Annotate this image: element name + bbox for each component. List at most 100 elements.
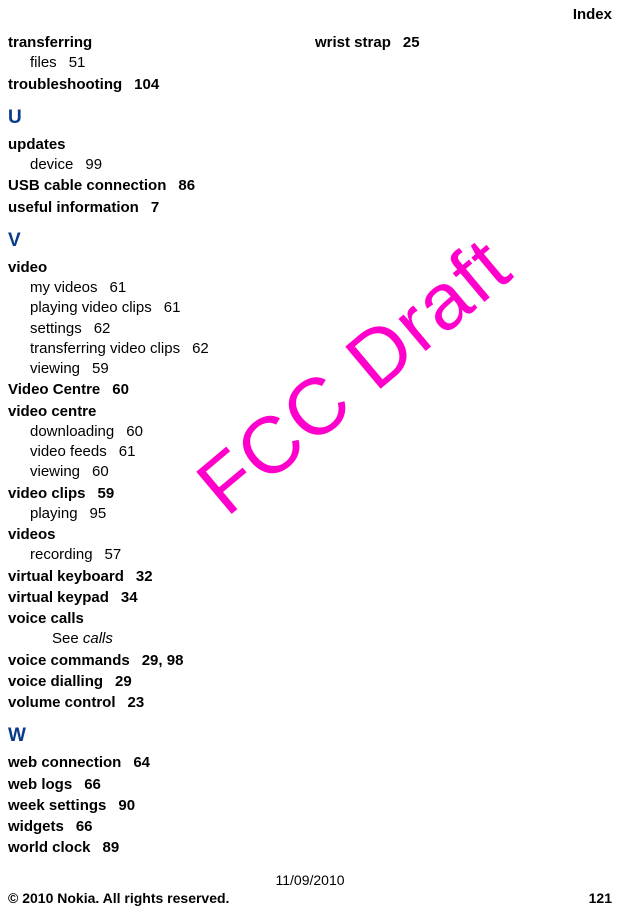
entry-label: world clock xyxy=(8,839,91,856)
see-ref: calls xyxy=(83,630,113,647)
sub-label: downloading xyxy=(30,423,114,440)
entry-label: week settings xyxy=(8,797,106,814)
entry-troubleshooting: troubleshooting 104 xyxy=(8,75,305,95)
page-ref: 90 xyxy=(118,797,135,814)
page-ref: 86 xyxy=(178,177,195,194)
sub-label: recording xyxy=(30,546,93,563)
page-ref: 89 xyxy=(103,839,120,856)
page-ref: 66 xyxy=(76,818,93,835)
entry-updates: updates xyxy=(8,135,305,155)
entry-label: USB cable connection xyxy=(8,177,166,194)
sub-label: viewing xyxy=(30,463,80,480)
entry-world-clock: world clock 89 xyxy=(8,838,305,858)
entry-label: virtual keyboard xyxy=(8,568,124,585)
page-ref: 62 xyxy=(192,340,209,357)
entry-updates-device: device 99 xyxy=(8,155,305,175)
section-letter-w: W xyxy=(8,725,305,747)
page-ref: 29 xyxy=(115,673,132,690)
sub-label: device xyxy=(30,156,73,173)
page-ref: 51 xyxy=(69,54,86,71)
entry-video-transferring: transferring video clips 62 xyxy=(8,339,305,359)
footer-page-number: 121 xyxy=(589,890,612,906)
entry-week-settings: week settings 90 xyxy=(8,796,305,816)
page-ref: 59 xyxy=(98,485,115,502)
footer-row: © 2010 Nokia. All rights reserved. 121 xyxy=(8,890,612,906)
entry-web-connection: web connection 64 xyxy=(8,753,305,773)
entry-video-playing: playing video clips 61 xyxy=(8,298,305,318)
entry-video-clips: video clips 59 xyxy=(8,484,305,504)
sub-label: viewing xyxy=(30,360,80,377)
sub-label: settings xyxy=(30,320,82,337)
page-ref: 23 xyxy=(128,694,145,711)
sub-label: video feeds xyxy=(30,443,107,460)
page-ref: 60 xyxy=(126,423,143,440)
header-section-label: Index xyxy=(573,6,612,23)
page-ref: 59 xyxy=(92,360,109,377)
entry-vclips-playing: playing 95 xyxy=(8,504,305,524)
entry-label: useful information xyxy=(8,199,139,216)
entry-usb: USB cable connection 86 xyxy=(8,176,305,196)
footer-copyright: © 2010 Nokia. All rights reserved. xyxy=(8,890,229,906)
page-ref: 61 xyxy=(119,443,136,460)
page-ref: 95 xyxy=(90,505,107,522)
page-ref: 66 xyxy=(84,776,101,793)
sub-label: my videos xyxy=(30,279,98,296)
entry-videos: videos xyxy=(8,525,305,545)
entry-videos-recording: recording 57 xyxy=(8,545,305,565)
entry-virtual-keypad: virtual keypad 34 xyxy=(8,588,305,608)
entry-label: voice dialling xyxy=(8,673,103,690)
page-ref: 61 xyxy=(164,299,181,316)
page-ref: 60 xyxy=(112,381,129,398)
page-ref: 104 xyxy=(134,76,159,93)
sub-label: playing xyxy=(30,505,78,522)
entry-web-logs: web logs 66 xyxy=(8,775,305,795)
entry-label: volume control xyxy=(8,694,116,711)
page-ref: 57 xyxy=(105,546,122,563)
right-column: wrist strap 25 xyxy=(315,32,612,859)
see-prefix: See xyxy=(52,630,83,647)
sub-label: transferring video clips xyxy=(30,340,180,357)
entry-voice-calls: voice calls xyxy=(8,609,305,629)
page-ref: 25 xyxy=(403,34,420,51)
entry-voice-calls-see: See calls xyxy=(8,629,305,649)
page-ref: 29, 98 xyxy=(142,652,184,669)
entry-virtual-keyboard: virtual keyboard 32 xyxy=(8,567,305,587)
entry-wrist-strap: wrist strap 25 xyxy=(315,33,612,53)
entry-label: web connection xyxy=(8,754,121,771)
entry-useful-information: useful information 7 xyxy=(8,198,305,218)
sub-label: files xyxy=(30,54,57,71)
entry-label: virtual keypad xyxy=(8,589,109,606)
entry-video: video xyxy=(8,258,305,278)
entry-voice-commands: voice commands 29, 98 xyxy=(8,651,305,671)
page-ref: 99 xyxy=(85,156,102,173)
entry-vc-feeds: video feeds 61 xyxy=(8,442,305,462)
page-ref: 62 xyxy=(94,320,111,337)
entry-label: troubleshooting xyxy=(8,76,122,93)
entry-label: voice commands xyxy=(8,652,130,669)
entry-transferring: transferring xyxy=(8,33,305,53)
index-columns: transferring files51 troubleshooting104 … xyxy=(8,32,612,859)
left-column: transferring files51 troubleshooting104 … xyxy=(8,32,315,859)
entry-label: widgets xyxy=(8,818,64,835)
entry-transferring-files: files 51 xyxy=(8,53,305,73)
entry-video-centre-cap: Video Centre 60 xyxy=(8,380,305,400)
sub-label: playing video clips xyxy=(30,299,152,316)
entry-voice-dialling: voice dialling 29 xyxy=(8,672,305,692)
entry-label: video clips xyxy=(8,485,86,502)
entry-widgets: widgets 66 xyxy=(8,817,305,837)
page-footer: 11/09/2010 © 2010 Nokia. All rights rese… xyxy=(8,872,612,906)
page-ref: 64 xyxy=(133,754,150,771)
entry-label: wrist strap xyxy=(315,34,391,51)
entry-label: web logs xyxy=(8,776,72,793)
entry-volume-control: volume control 23 xyxy=(8,693,305,713)
page-ref: 61 xyxy=(110,279,127,296)
page-ref: 32 xyxy=(136,568,153,585)
page-ref: 34 xyxy=(121,589,138,606)
section-letter-u: U xyxy=(8,107,305,129)
entry-label: Video Centre xyxy=(8,381,100,398)
entry-video-viewing: viewing 59 xyxy=(8,359,305,379)
entry-video-settings: settings 62 xyxy=(8,319,305,339)
section-letter-v: V xyxy=(8,230,305,252)
page-ref: 7 xyxy=(151,199,159,216)
page-ref: 60 xyxy=(92,463,109,480)
